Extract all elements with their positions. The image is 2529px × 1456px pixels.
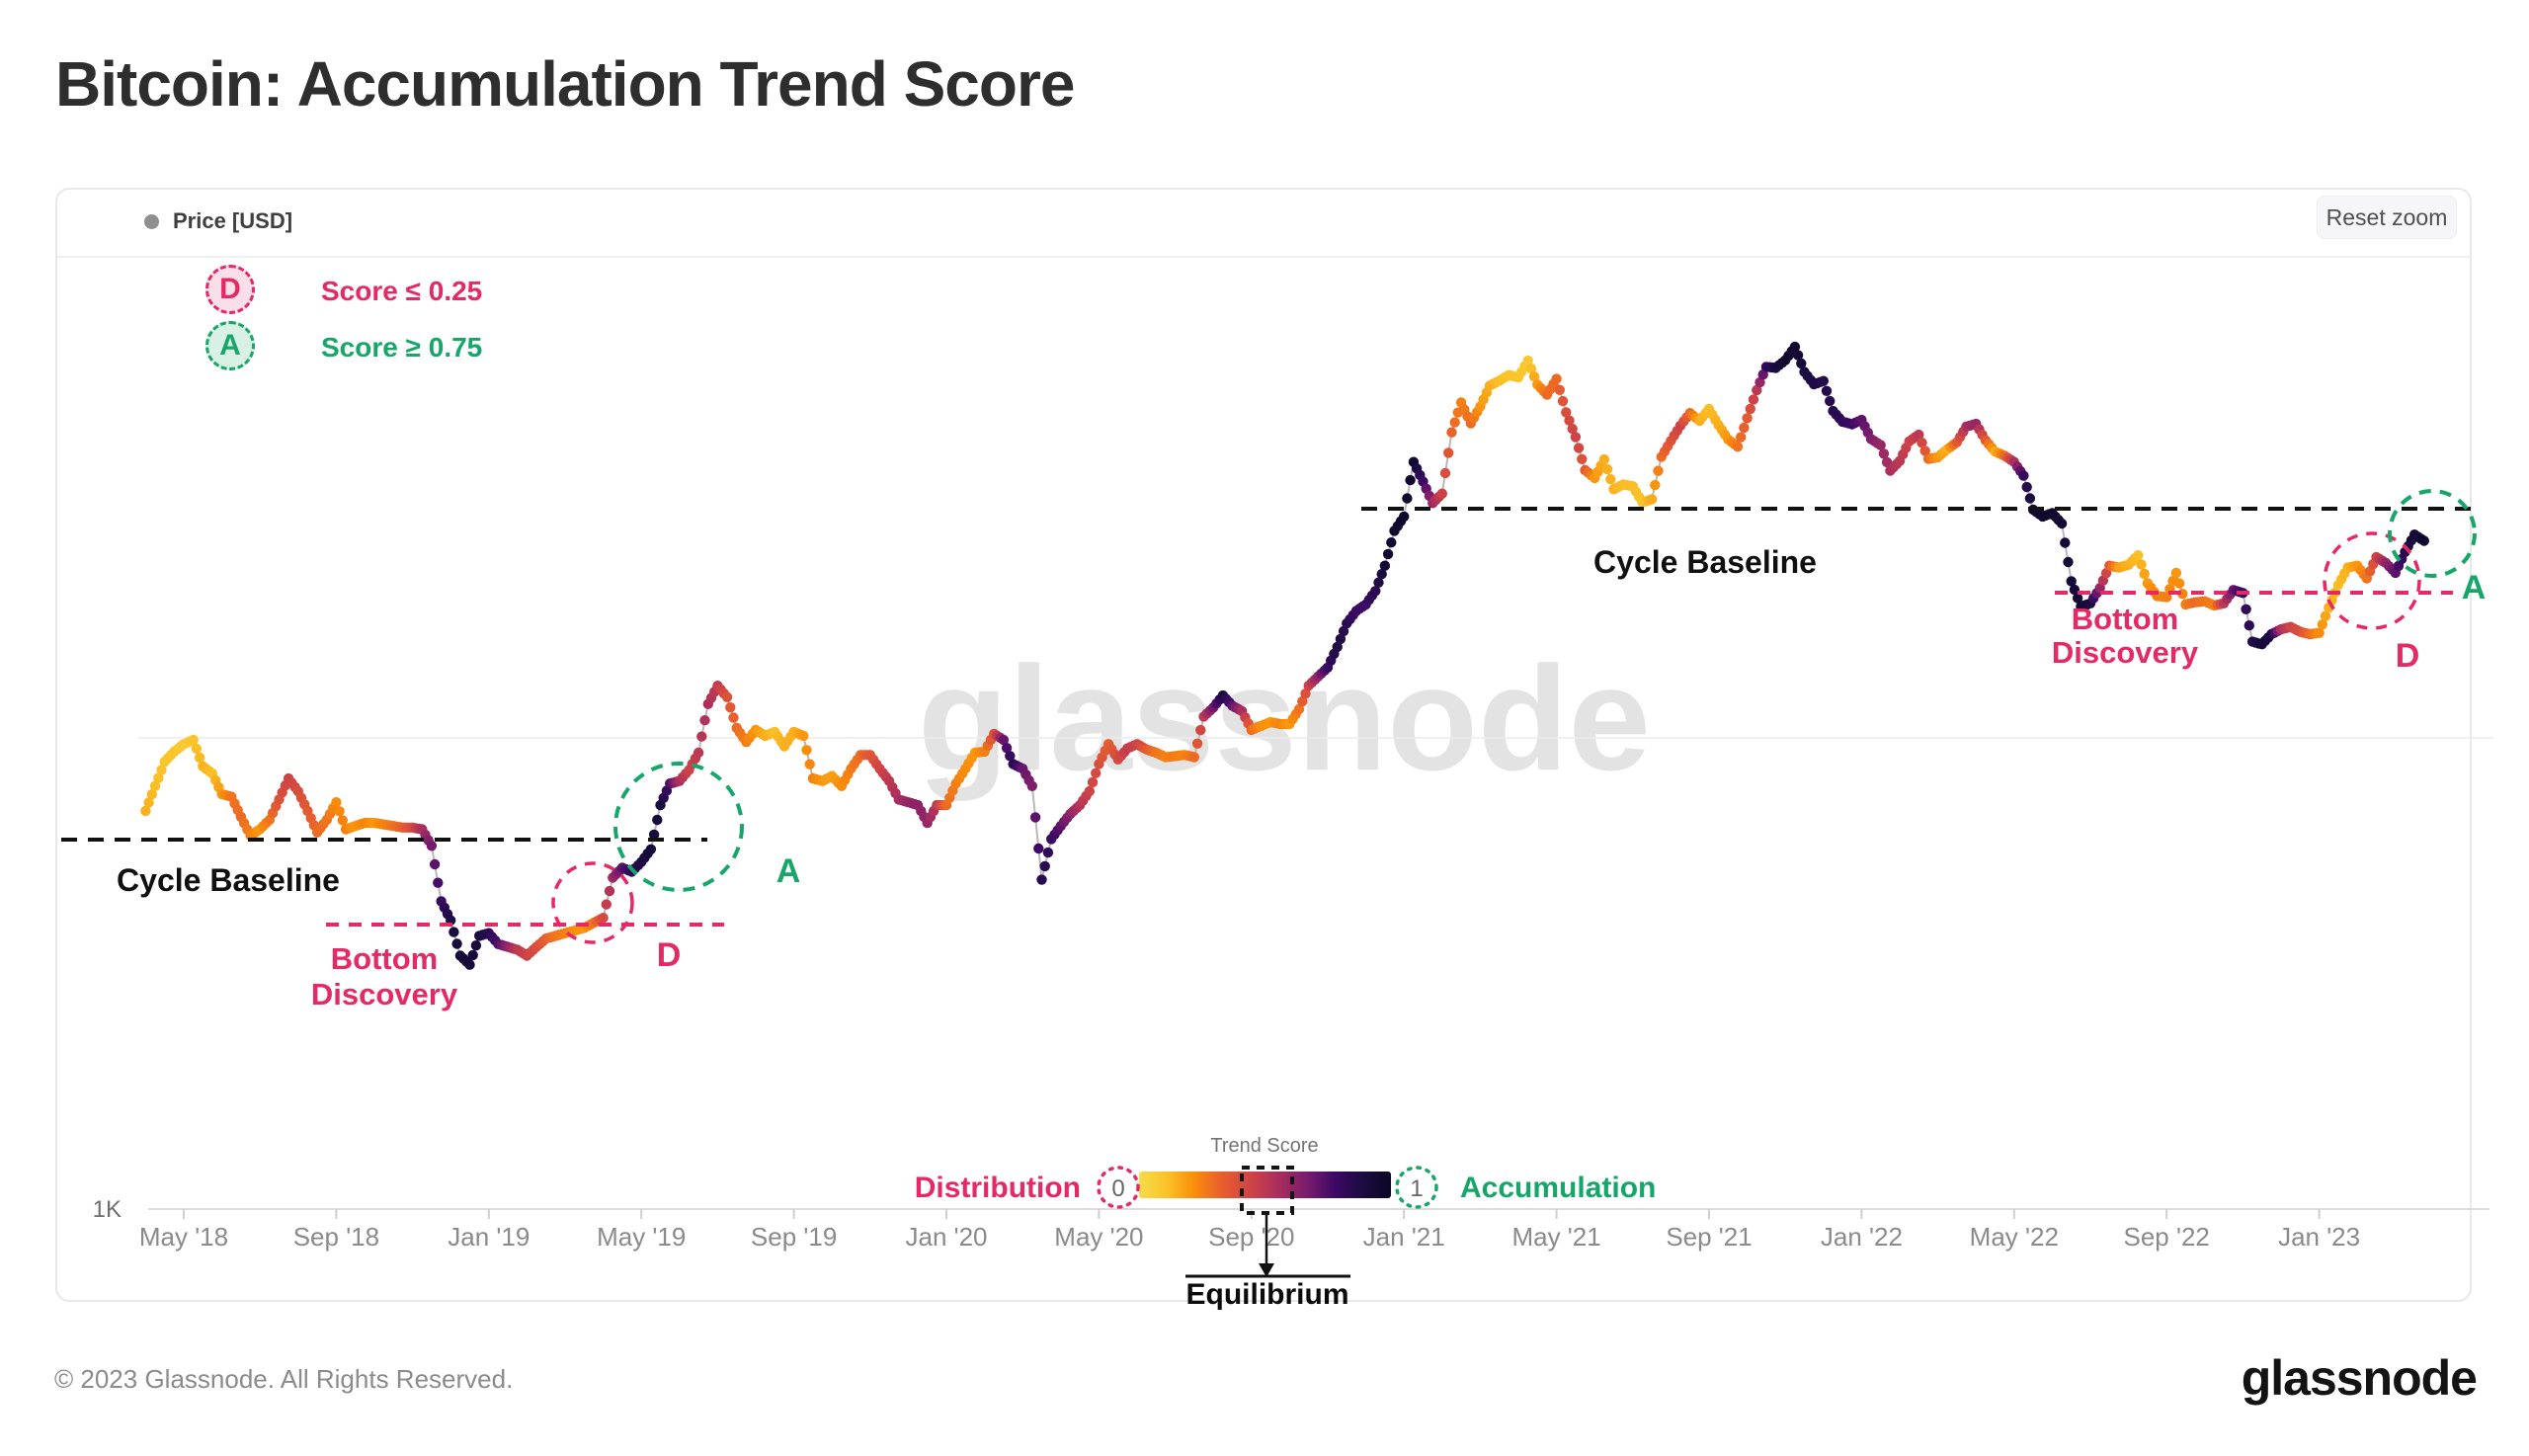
copyright-text: © 2023 Glassnode. All Rights Reserved.: [54, 1364, 514, 1394]
price-series-dot-icon: [144, 213, 159, 229]
accumulation-badge: A: [205, 321, 255, 370]
price-series-label: Price [USD]: [173, 208, 293, 233]
distribution-score-rule: Score ≤ 0.25: [321, 276, 483, 306]
card-header-divider: [57, 256, 2472, 258]
distribution-badge: D: [205, 265, 255, 314]
glassnode-watermark: glassnode: [918, 635, 1651, 801]
glassnode-logo: glassnode: [2241, 1350, 2478, 1406]
accumulation-score-rule: Score ≥ 0.75: [321, 332, 483, 363]
price-series-legend[interactable]: Price [USD]: [144, 208, 292, 234]
distribution-badge-letter: D: [219, 273, 241, 305]
page-title: Bitcoin: Accumulation Trend Score: [55, 48, 1075, 120]
accumulation-badge-letter: A: [219, 329, 241, 362]
reset-zoom-button[interactable]: Reset zoom: [2317, 196, 2457, 239]
